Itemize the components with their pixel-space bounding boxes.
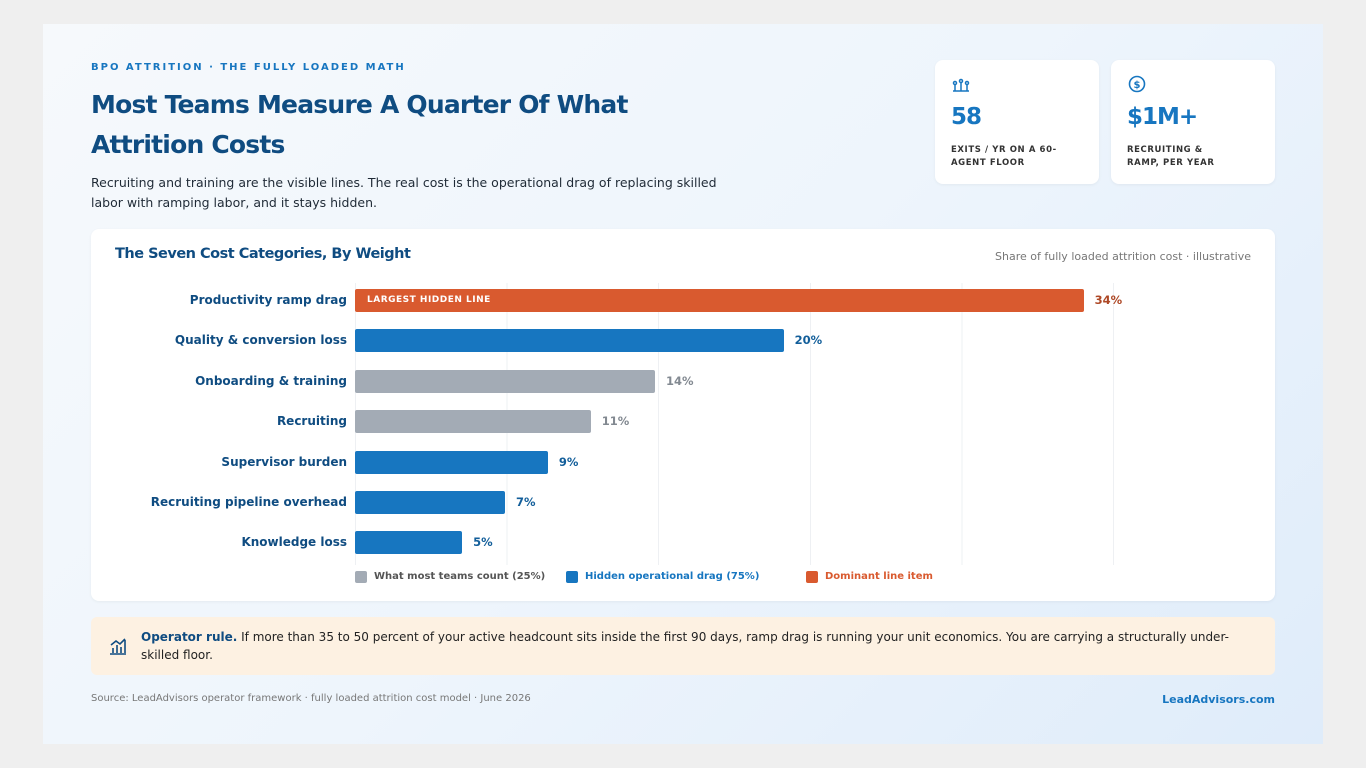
icon <box>952 78 970 92</box>
value-label: 34% <box>1094 293 1123 307</box>
stat-card: $ $1M+ RECRUITING & RAMP, PER YEAR <box>1111 60 1275 184</box>
icon: $ <box>1128 75 1146 93</box>
category-label: Recruiting pipeline overhead <box>150 495 347 509</box>
callout <box>91 617 1275 675</box>
value-label: 11% <box>601 414 630 429</box>
svg-text:$: $ <box>1134 80 1141 91</box>
category-label: Quality & conversion loss <box>174 333 347 348</box>
legend-label: Hidden operational drag (75%) <box>585 571 760 582</box>
bar <box>355 450 548 474</box>
bar <box>355 369 655 393</box>
stat-label: RECRUITING & RAMP, PER YEAR <box>1127 145 1215 168</box>
bar <box>355 531 463 555</box>
legend-swatch <box>566 571 578 583</box>
stat-value: $1M+ <box>1127 104 1198 130</box>
category-label: Knowledge loss <box>241 535 347 550</box>
legend-swatch <box>806 571 818 583</box>
bar <box>355 491 505 514</box>
category-label: Recruiting <box>276 414 347 429</box>
callout-lead: Operator rule. <box>141 630 238 644</box>
brand-link[interactable]: LeadAdvisors.com <box>1162 693 1275 706</box>
eyebrow: BPO ATTRITION · THE FULLY LOADED MATH <box>91 62 406 73</box>
value-label: 20% <box>794 333 823 348</box>
category-label: Onboarding & training <box>195 373 347 388</box>
category-label: Productivity ramp drag <box>189 293 347 307</box>
source: Source: LeadAdvisors operator framework … <box>91 693 531 704</box>
legend-label: What most teams count (25%) <box>374 571 546 582</box>
value-label: 9% <box>558 454 579 469</box>
legend-swatch <box>355 571 367 583</box>
chart-subtitle: Share of fully loaded attrition cost · i… <box>995 250 1251 263</box>
page-subtitle: Recruiting and training are the visible … <box>91 175 717 210</box>
category-label: Supervisor burden <box>221 454 347 469</box>
value-label: 7% <box>516 495 536 509</box>
stat-value: 58 <box>951 104 982 130</box>
stat-card: 58 EXITS / YR ON A 60-AGENT FLOOR <box>935 60 1099 184</box>
callout-body: If more than 35 to 50 percent of your ac… <box>141 630 1229 662</box>
bar <box>355 329 784 353</box>
bar <box>355 410 591 434</box>
stat-label: EXITS / YR ON A 60-AGENT FLOOR <box>951 145 1057 168</box>
bar <box>355 289 1084 312</box>
chart-title: The Seven Cost Categories, By Weight <box>115 246 411 262</box>
icon <box>110 638 126 655</box>
bar-annotation: LARGEST HIDDEN LINE <box>367 295 491 305</box>
page-title: Most Teams Measure A Quarter Of What Att… <box>91 90 628 159</box>
legend-label: Dominant line item <box>825 571 933 582</box>
callout-text: Operator rule. If more than 35 to 50 per… <box>141 628 1256 664</box>
value-label: 14% <box>666 373 694 388</box>
value-label: 5% <box>473 535 493 550</box>
